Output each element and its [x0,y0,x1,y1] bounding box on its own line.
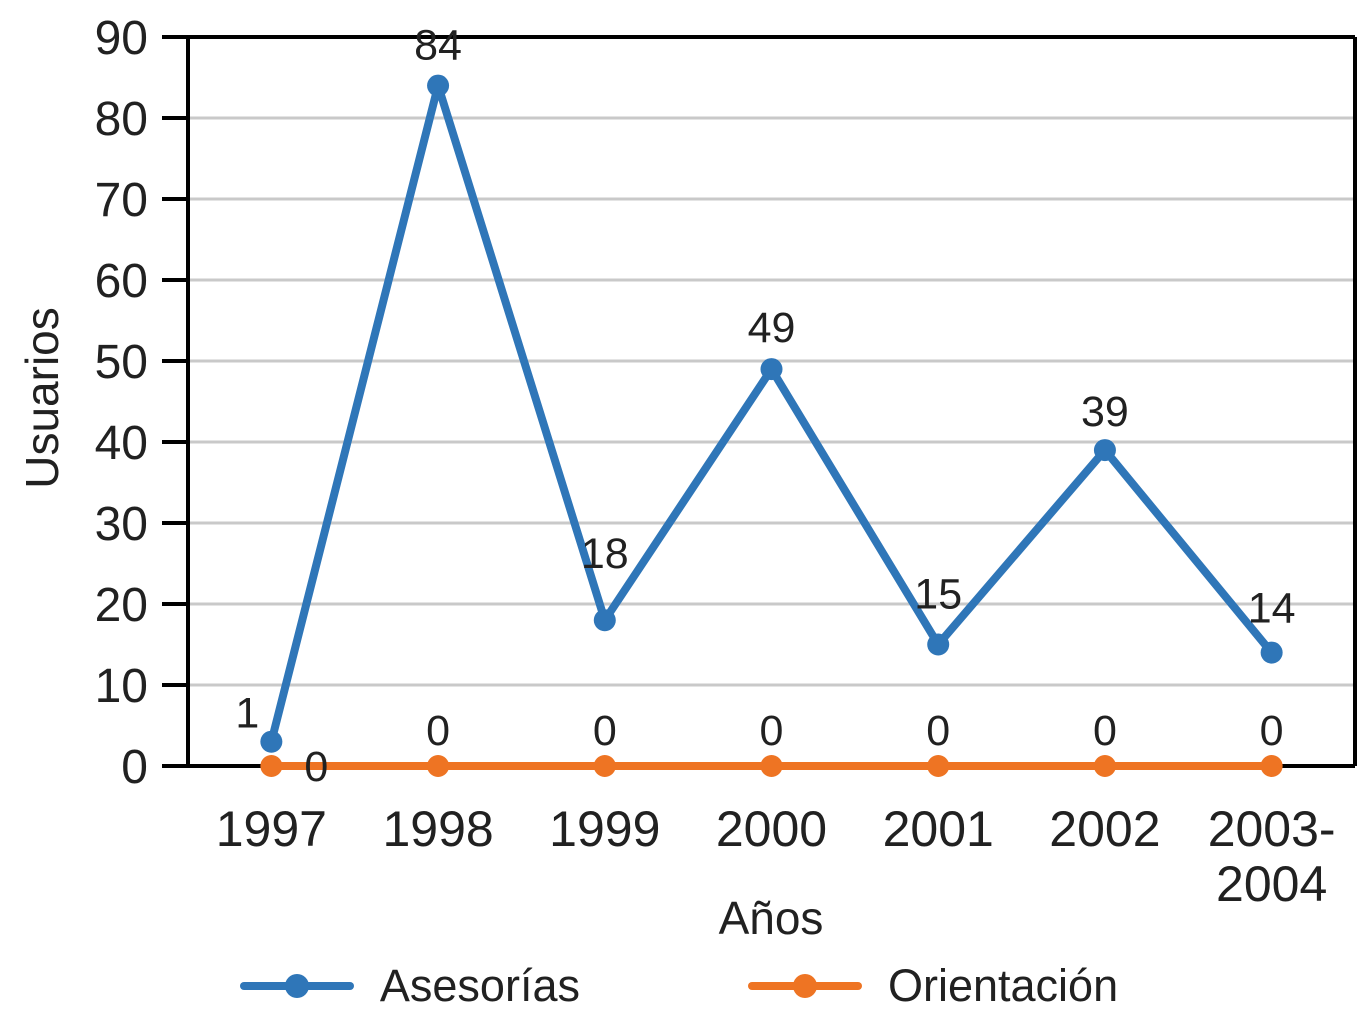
series-orientacion-data-label: 0 [1260,707,1284,755]
x-category-label: 2001 [883,801,994,857]
y-tick-label: 10 [95,660,148,713]
series-orientacion-data-label: 0 [760,707,784,755]
series-asesorias-data-label: 14 [1248,585,1296,633]
x-category-label: 2003- [1208,801,1336,857]
y-tick-label: 50 [95,336,148,389]
asesorias-dot-icon [284,974,309,998]
y-tick-label: 30 [95,498,148,551]
x-axis-title: Años [718,892,824,944]
legend-item-asesorias: Asesorías [239,960,580,1012]
series-orientacion-marker [593,755,616,777]
series-orientacion-data-label: 0 [926,707,950,755]
x-category-label: 1997 [216,801,327,857]
y-tick-label: 0 [121,741,148,794]
legend: Asesorías Orientación [0,960,1358,1012]
series-orientacion-data-label: 0 [426,707,450,755]
x-category-label: 1999 [549,801,660,857]
series-orientacion-marker [760,755,783,777]
series-asesorias-data-label: 1 [235,690,259,738]
legend-label-asesorias: Asesorías [379,960,580,1011]
series-asesorias-data-label: 39 [1081,388,1129,436]
x-category-label: 2000 [716,801,827,857]
series-asesorias-marker [427,74,450,97]
y-axis-title: Usuarios [16,307,68,489]
y-tick-label: 90 [95,12,148,65]
series-orientacion-marker [927,755,950,777]
y-tick-label: 60 [95,255,148,308]
series-orientacion-data-label: 0 [1093,707,1117,755]
orientacion-line-marker-icon [747,974,862,998]
x-category-label: 2002 [1049,801,1160,857]
orientacion-dot-icon [792,974,817,998]
series-asesorias-marker [1093,439,1116,462]
series-asesorias-marker [260,730,283,753]
series-asesorias-data-label: 49 [748,304,796,352]
y-tick-label: 70 [95,174,148,227]
series-asesorias-marker [593,609,616,632]
legend-item-orientacion: Orientación [747,960,1119,1012]
series-asesorias-marker [1260,641,1283,664]
asesorias-line-marker-icon [239,974,354,998]
series-orientacion-data-label: 0 [593,707,617,755]
series-asesorias-data-label: 18 [581,530,629,578]
series-orientacion-marker [427,755,450,777]
series-orientacion-marker [1260,755,1283,777]
series-asesorias-marker [760,358,783,381]
x-category-label: 1998 [382,801,493,857]
y-tick-label: 20 [95,579,148,632]
series-orientacion-marker [1093,755,1116,777]
series-asesorias-marker [927,633,950,656]
y-tick-label: 80 [95,93,148,146]
legend-label-orientacion: Orientación [887,960,1119,1011]
series-asesorias-data-label: 15 [914,571,962,619]
series-orientacion-data-label: 0 [304,743,328,791]
y-tick-label: 40 [95,417,148,470]
series-orientacion-marker [260,755,283,777]
x-category-label: 2004 [1216,856,1327,912]
series-asesorias-data-label: 84 [414,22,462,70]
